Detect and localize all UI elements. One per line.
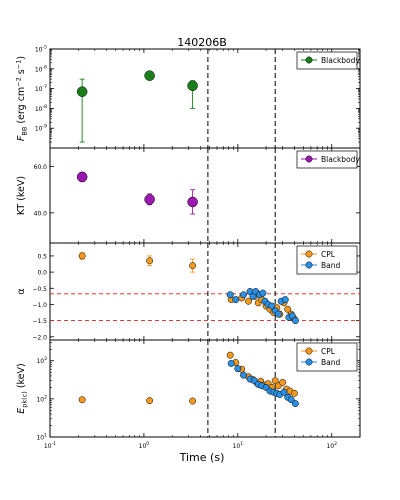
y-tick-label: 103 [36,356,47,365]
y-axis-label: Epk(c) (keV) [16,363,29,414]
legend-label: Band [321,358,340,367]
data-point-cpl [146,397,154,405]
data-point-blackbody [76,86,88,97]
x-tick-label: 102 [326,441,337,450]
x-tick-label: 10-1 [44,441,56,450]
legend-label: CPL [321,250,336,259]
legend-marker [305,261,313,269]
data-point-band [287,396,295,404]
data-point-band [226,291,234,299]
y-tick-label: 101 [36,433,47,442]
y-tick-label: 0.0 [37,270,47,277]
x-axis-label: Time (s) [179,451,225,464]
data-point-blackbody [187,196,198,208]
data-point-band [234,365,242,373]
data-point-blackbody [187,80,198,91]
data-point-cpl [78,396,86,404]
y-tick-label: 0.5 [37,253,47,260]
data-point-blackbody [76,171,88,183]
legend-marker [305,56,313,64]
y-tick-label: 10-8 [35,104,47,113]
y-tick-label: −0.5 [32,286,47,293]
y-tick-label: 40.0 [34,210,48,217]
data-point-band [259,289,267,297]
legend-marker [305,347,313,355]
chart-title: 140206B [177,36,227,49]
legend-box [296,150,358,169]
data-point-band [280,388,288,396]
data-point-band [291,400,299,408]
panel-frame [49,339,361,438]
data-point-cpl [146,257,154,265]
legend-label: Blackbody [321,56,360,65]
y-axis-label: FBB (erg cm−2 s−1) [15,56,29,141]
legend-box [296,245,358,275]
x-tick-label: 100 [139,441,150,450]
y-axis-label: KT (keV) [16,176,27,215]
y-tick-label: −2.0 [32,334,47,341]
data-point-band [240,371,247,379]
legend-box [296,342,358,372]
data-point-cpl [189,397,197,405]
panel-kt: 40.0 60.0 KT (keV) Blackbody [16,147,361,244]
y-tick-label: 102 [36,394,47,403]
data-point-blackbody [144,70,155,81]
legend-label: CPL [321,347,336,356]
y-tick-label: 10-7 [35,84,47,93]
y-axis-label: α [16,288,27,294]
data-point-cpl [271,377,279,385]
data-point-band [240,291,247,299]
data-point-band [227,359,235,367]
y-tick-label: −1.0 [32,302,47,309]
data-point-band [232,296,240,304]
panel-fbb: 10-9 10-8 10-7 10-6 10-5 FBB (erg cm−2 s−1) Bl… [15,45,361,149]
y-tick-label: 60.0 [34,164,48,171]
data-point-band [288,312,296,320]
data-point-cpl [279,378,287,386]
data-point-cpl [189,262,197,270]
legend-box [296,51,358,70]
data-point-band [268,302,276,310]
data-point-cpl [290,389,298,397]
data-point-cpl [245,297,252,305]
data-point-cpl [284,305,292,313]
legend-label: Band [321,261,340,270]
y-tick-label: 10-9 [35,124,47,133]
panel-epk: 101 102 103 Epk(c) (keV) CPL Band [16,339,361,442]
legend-marker [305,358,313,366]
data-point-cpl [78,252,86,260]
legend-marker [305,155,313,163]
legend-marker [305,250,313,258]
x-tick-label: 101 [233,441,244,450]
y-tick-label: 10-5 [35,45,47,54]
y-tick-label: −1.5 [32,318,47,325]
data-point-band [274,310,282,318]
data-point-cpl [226,351,234,359]
panel-alpha: 0.5 0.0 −0.5 −1.0 −1.5 −2.0 α CPL Band [16,242,361,341]
y-tick-label: 10-6 [35,64,47,73]
data-point-blackbody [144,194,155,205]
data-point-band [281,296,289,304]
data-point-band [291,317,299,325]
legend-label: Blackbody [321,155,360,164]
